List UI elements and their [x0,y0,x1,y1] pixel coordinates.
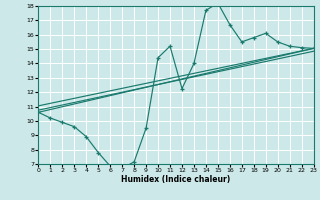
X-axis label: Humidex (Indice chaleur): Humidex (Indice chaleur) [121,175,231,184]
